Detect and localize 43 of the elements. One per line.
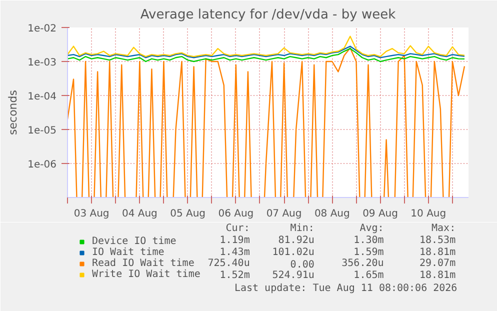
text: 1.65m [354,270,384,281]
text: 18.53m [419,235,456,246]
line-series [68,46,466,58]
text: 29.07m [419,258,456,269]
text: 1.59m [354,247,384,258]
text: 524.91u [272,270,314,281]
text: 18.81m [419,247,456,258]
x-tick-label: 07 Aug [266,208,302,220]
text: 1.30m [354,235,384,246]
y-tick-label: 1e-03 [28,58,57,68]
legend-label: Device IO time [92,236,176,247]
text: 1.43m [220,247,250,258]
legend-label: Read IO Wait time [92,258,194,269]
y-tick-label: 1e-04 [28,92,57,102]
text: Max: [432,223,456,234]
x-tick-label: 08 Aug [314,208,350,220]
text: 81.92u [278,235,314,246]
y-tick-label: 1e-02 [28,24,57,34]
text: Avg: [360,223,384,234]
x-tick-label: 06 Aug [218,208,254,220]
x-tick-label: 10 Aug [410,208,446,220]
text: 1.52m [220,270,250,281]
legend-label: Write IO Wait time [92,269,200,280]
x-tick-label: 04 Aug [122,208,158,220]
chart-title: Average latency for /dev/vda - by week [140,8,396,22]
y-axis-title: seconds [6,90,20,135]
line-series [68,36,466,58]
text: Min: [290,223,314,234]
text: 1.19m [220,235,250,246]
x-tick-label: 09 Aug [362,208,398,220]
legend-label: IO Wait time [92,247,164,258]
line-series [68,48,466,62]
y-tick-label: 1e-06 [28,160,57,170]
text: Cur: [226,223,250,234]
text: 101.02u [272,247,314,258]
text: 18.81m [419,270,456,281]
text: Last update: Tue Aug 11 08:00:06 2026 [234,283,458,294]
text: 725.40u [208,258,250,269]
text: 356.20u [342,258,384,269]
x-tick-label: 05 Aug [170,208,206,220]
text: 0.00 [290,260,314,270]
x-tick-label: 03 Aug [74,208,110,220]
y-tick-label: 1e-05 [28,126,57,136]
